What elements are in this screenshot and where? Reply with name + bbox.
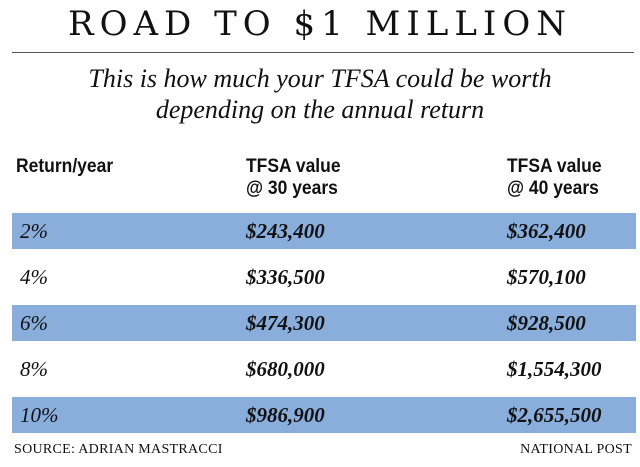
value-40-years-cell: $928,500 [507, 311, 586, 335]
table-row: 8% $680,000 $1,554,300 [12, 351, 636, 387]
value-30-years-cell: $243,400 [246, 219, 325, 243]
return-rate-cell: 4% [20, 265, 48, 289]
value-40-years-cell: $362,400 [507, 219, 586, 243]
table-row: 10% $986,900 $2,655,500 [12, 397, 636, 433]
value-40-years-cell: $2,655,500 [507, 403, 602, 427]
table-row: 4% $336,500 $570,100 [12, 259, 636, 295]
title-divider [12, 52, 634, 53]
table-row: 2% $243,400 $362,400 [12, 213, 636, 249]
data-table: 2% $243,400 $362,400 4% $336,500 $570,100 6% $4… [12, 213, 636, 443]
column-header-40-years-line-1: TFSA value [507, 156, 602, 177]
column-header-30-years-line-1: TFSA value [246, 156, 341, 177]
column-header-40-years-line-2: @ 40 years [507, 178, 599, 199]
table-row: 6% $474,300 $928,500 [12, 305, 636, 341]
value-30-years-cell: $336,500 [246, 265, 325, 289]
subtitle-line-1: This is how much your TFSA could be wort… [88, 64, 552, 93]
return-rate-cell: 8% [20, 357, 48, 381]
value-40-years-cell: $570,100 [507, 265, 586, 289]
value-40-years-cell: $1,554,300 [507, 357, 602, 381]
return-rate-cell: 2% [20, 219, 48, 243]
return-rate-cell: 10% [20, 403, 59, 427]
value-30-years-cell: $474,300 [246, 311, 325, 335]
column-header-return: Return/year [16, 156, 114, 177]
column-header-30-years-line-2: @ 30 years [246, 178, 338, 199]
chart-title: ROAD TO $1 MILLION [68, 4, 572, 44]
return-rate-cell: 6% [20, 311, 48, 335]
source-credit: SOURCE: ADRIAN MASTRACCI [14, 442, 223, 457]
value-30-years-cell: $680,000 [246, 357, 325, 381]
value-30-years-cell: $986,900 [246, 403, 325, 427]
publisher-credit: NATIONAL POST [520, 442, 632, 457]
subtitle-line-2: depending on the annual return [155, 95, 485, 124]
